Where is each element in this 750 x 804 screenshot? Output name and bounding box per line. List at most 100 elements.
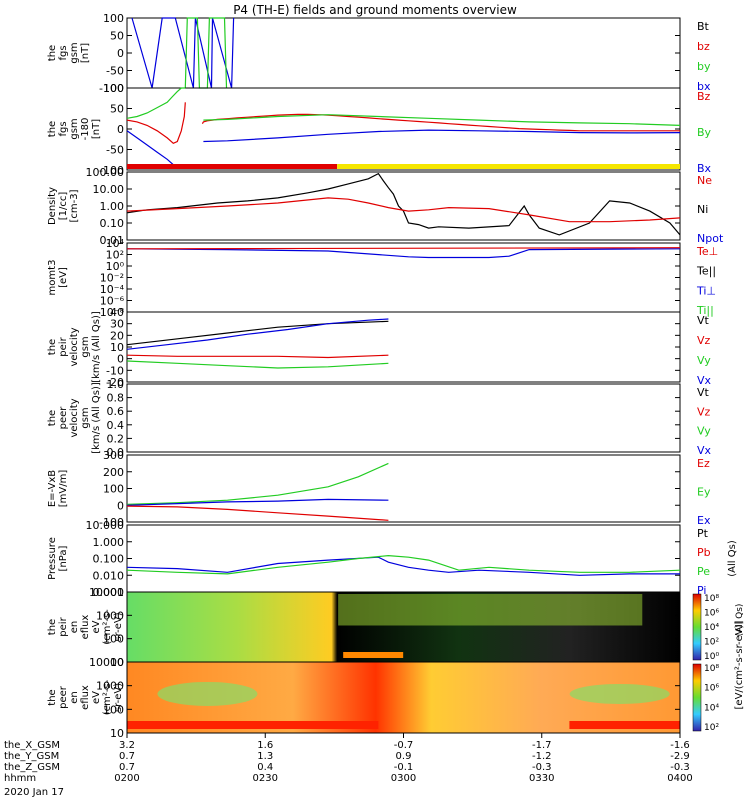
xaxis-value: 0.9 xyxy=(396,751,412,762)
efield-ytick-label: 200 xyxy=(103,466,124,479)
peer-spec-low-band-right xyxy=(569,721,680,729)
pressure-ytick-label: 0.100 xyxy=(93,553,125,566)
pressure-ytick-label: 10.000 xyxy=(86,519,125,532)
peir_v-ytick-label: 10 xyxy=(110,341,124,354)
pressure-frame xyxy=(126,524,681,593)
xaxis-value: 0200 xyxy=(114,773,139,784)
xaxis-value: -0.7 xyxy=(394,740,414,751)
pressure-series-Pe xyxy=(126,554,681,575)
peer_spec-colorbar xyxy=(692,663,702,732)
peir_v-series-Vx xyxy=(126,318,389,350)
peir_v-ytick-label: 30 xyxy=(110,318,124,331)
temp-ytick-label: 10² xyxy=(106,249,124,262)
fgs-ytick-label: -100 xyxy=(99,82,124,95)
xaxis-value: 1.3 xyxy=(257,751,273,762)
xaxis-row-label: the_Z_GSM xyxy=(4,762,60,773)
fgs_brst-ylabel: the xyxy=(47,121,58,137)
colorbar-label-suffix: (All Qs) xyxy=(735,604,745,637)
peer_spec-colorbar-tick: 10⁶ xyxy=(704,684,719,694)
fgs_brst-ytick-label: -50 xyxy=(106,144,124,157)
peer_v-legend-Vt: Vt xyxy=(697,386,710,399)
xaxis-value: 0330 xyxy=(529,773,554,784)
density-legend-Ne: Ne xyxy=(697,174,712,187)
fgs-legend-bx: bx xyxy=(697,80,711,93)
density-ylabel: [1/cc] xyxy=(58,192,69,221)
fgs_brst-series-Bz xyxy=(126,102,186,145)
peer_v-ytick-label: 1.0 xyxy=(107,378,125,391)
xaxis-value: 0.4 xyxy=(257,762,273,773)
peir_v-ytick-label: 20 xyxy=(110,329,124,342)
peir-spec-low-blob xyxy=(343,652,404,658)
colorbar-label: [eV/(cm²-s-sr-eV)] xyxy=(734,620,745,709)
peer_spec-ytick-label: 1000 xyxy=(96,680,124,693)
fgs_brst-legend-By: By xyxy=(697,126,712,139)
xaxis-row-label: hhmm xyxy=(4,773,36,784)
peir_v-ytick-label: -10 xyxy=(106,364,124,377)
peer_spec-ytick-label: 10000 xyxy=(89,656,124,669)
density-ytick-label: 0.10 xyxy=(100,217,125,230)
density-ylabel: [cm-3] xyxy=(69,189,80,222)
fgs_brst-series-Bz_late xyxy=(201,113,680,132)
density-ytick-label: 0.01 xyxy=(100,234,125,247)
peir_spec-ylabel: en xyxy=(69,621,80,634)
fgs-ytick-label: -50 xyxy=(106,65,124,78)
fgs-legend-by: by xyxy=(697,60,711,73)
pressure-legend-Pe: Pe xyxy=(697,565,710,578)
temp-ylabel: momt3 xyxy=(47,260,58,296)
xaxis-date: 2020 Jan 17 xyxy=(4,787,64,798)
efield-legend-Ez: Ez xyxy=(697,457,710,470)
xaxis-value: -2.9 xyxy=(670,751,690,762)
peir_spec-colorbar-tick: 10⁶ xyxy=(704,609,719,619)
pressure-legend-Pt: Pt xyxy=(697,527,709,540)
fgs-ylabel: fgs xyxy=(58,45,69,60)
peer_v-ylabel: peer xyxy=(58,406,69,430)
density-ylabel: Density xyxy=(47,187,58,225)
temp-ytick-label: 10⁻² xyxy=(100,272,124,285)
pressure-legend-Pb: Pb xyxy=(697,546,711,559)
density-legend-Npot: Npot xyxy=(697,232,724,245)
mode-bar-red xyxy=(127,164,338,169)
peir_spec-colorbar-tick: 10⁸ xyxy=(704,594,719,604)
peer_v-ylabel: velocity xyxy=(69,398,80,437)
peer_v-ylabel: gsm xyxy=(80,407,91,428)
density-series-Ni xyxy=(126,172,681,236)
fgs_brst-ylabel: fgs xyxy=(58,121,69,136)
temp-legend-Ti⊥: Ti⊥ xyxy=(696,284,716,297)
peer_spec-ylabel: eflux xyxy=(80,685,91,710)
peer_v-ylabel: [km/s (All Qs)] xyxy=(91,382,102,454)
density-ytick-label: 10.00 xyxy=(93,183,125,196)
efield-ytick-label: 100 xyxy=(103,483,124,496)
peir_spec-ylabel: eflux xyxy=(80,615,91,640)
density-series-Ne xyxy=(126,197,681,223)
peer_v-ytick-label: 0.8 xyxy=(107,392,125,405)
efield-ytick-label: 300 xyxy=(103,449,124,462)
fgs-ylabel: [nT] xyxy=(80,43,91,63)
xaxis-value: 3.2 xyxy=(119,740,135,751)
peir_spec-ylabel: eV xyxy=(91,620,102,633)
pressure-ytick-label: 0.001 xyxy=(93,586,125,599)
temp-ytick-label: 10⁻⁴ xyxy=(100,283,125,296)
peer_v-ytick-label: 0.2 xyxy=(107,432,125,445)
efield-ylabel: [mV/m] xyxy=(58,470,69,508)
peer_spec-colorbar-tick: 10⁴ xyxy=(704,703,719,713)
density-legend-Ni: Ni xyxy=(697,203,708,216)
density-frame xyxy=(126,171,681,241)
peer_spec-ylabel: peer xyxy=(58,685,69,709)
efield-series-Ex xyxy=(126,498,389,506)
peer_v-ylabel: the xyxy=(47,410,58,426)
efield-ytick-label: -100 xyxy=(99,516,124,529)
peir-spec-upper-band xyxy=(338,594,643,626)
fgs_brst-series-Bx xyxy=(126,130,186,169)
fgs_brst-ytick-label: 100 xyxy=(103,82,124,95)
peer_spec-colorbar-tick: 10⁸ xyxy=(704,664,719,674)
pressure-series-Pi xyxy=(126,556,680,576)
temp-ylabel: [eV] xyxy=(58,267,69,288)
xaxis-value: -0.1 xyxy=(394,762,414,773)
peir_v-ytick-label: 0 xyxy=(117,353,124,366)
peir_v-series-Vz xyxy=(126,354,389,359)
density-ytick-label: 100.00 xyxy=(86,166,125,179)
peer_spec-ylabel: the xyxy=(47,689,58,705)
peer_v-ytick-label: 0.0 xyxy=(107,446,125,459)
fgs_brst-frame xyxy=(126,87,681,171)
peir_spec-ylabel: peir xyxy=(58,616,69,636)
